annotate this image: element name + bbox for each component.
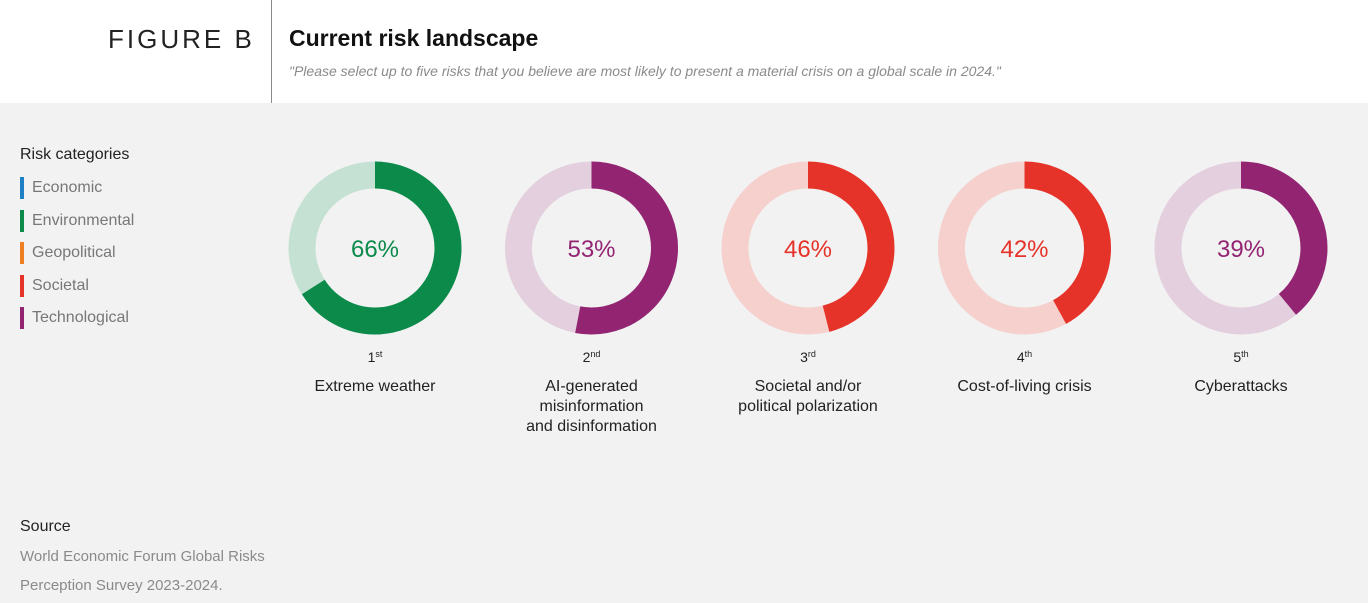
legend-item-economic: Economic bbox=[20, 172, 134, 205]
risk-label-line: Extreme weather bbox=[315, 378, 437, 395]
risk-label-line: Cyberattacks bbox=[1194, 378, 1287, 395]
risk-label-line: and disinformation bbox=[526, 418, 657, 435]
donut-3: 46% 3rd Societal and/or political polarizat… bbox=[721, 161, 895, 415]
donut-value-arc bbox=[721, 161, 895, 335]
legend: Risk categories Economic Environmental Geo… bbox=[20, 146, 134, 335]
legend-swatch bbox=[20, 307, 24, 330]
rank-suffix: th bbox=[1025, 349, 1033, 359]
rank-label: 3rd bbox=[800, 349, 816, 365]
risk-label-line: Societal and/or bbox=[755, 378, 862, 395]
legend-swatch bbox=[20, 274, 24, 297]
source-text: World Economic Forum Global Risks Percep… bbox=[20, 548, 265, 594]
chart-subtitle: "Please select up to five risks that you… bbox=[289, 63, 1001, 79]
donut-value-arc bbox=[288, 161, 462, 335]
rank-suffix: nd bbox=[590, 349, 600, 359]
rank-number: 3 bbox=[800, 349, 808, 365]
legend-label: Environmental bbox=[32, 211, 135, 229]
rank-label: 2nd bbox=[583, 349, 601, 365]
source-note: Source World Economic Forum Global Risks… bbox=[20, 518, 330, 600]
rank-number: 2 bbox=[583, 349, 591, 365]
donut-1: 66% 1st Extreme weather bbox=[288, 161, 462, 395]
risk-label-line: misinformation bbox=[539, 398, 643, 415]
risk-label-line: Cost-of-living crisis bbox=[957, 378, 1091, 395]
donut-percent-label: 39% bbox=[1217, 236, 1265, 263]
donut-percent-label: 42% bbox=[1000, 236, 1048, 263]
rank-label: 5th bbox=[1233, 349, 1248, 365]
legend-items: Economic Environmental Geopolitical Societa… bbox=[20, 172, 134, 335]
rank-suffix: st bbox=[375, 349, 383, 359]
donut-value-arc bbox=[938, 161, 1111, 335]
rank-label: 4th bbox=[1017, 349, 1032, 365]
donut-value-arc bbox=[1154, 161, 1328, 335]
source-title: Source bbox=[20, 518, 71, 535]
donut-value-arc bbox=[505, 161, 678, 335]
legend-item-technological: Technological bbox=[20, 302, 134, 335]
donut-percent-label: 66% bbox=[351, 236, 399, 263]
legend-title: Risk categories bbox=[20, 146, 130, 163]
legend-label: Economic bbox=[32, 179, 103, 197]
rank-number: 5 bbox=[1233, 349, 1241, 365]
donut-5: 39% 5th Cyberattacks bbox=[1154, 161, 1328, 395]
risk-label-line: AI-generated bbox=[545, 378, 638, 395]
legend-item-environmental: Environmental bbox=[20, 205, 134, 238]
donut-percent-label: 46% bbox=[784, 236, 832, 263]
rank-suffix: th bbox=[1241, 349, 1249, 359]
rank-number: 1 bbox=[368, 349, 376, 365]
donut-percent-label: 53% bbox=[567, 236, 615, 263]
legend-swatch bbox=[20, 209, 24, 232]
risk-label-line: political polarization bbox=[738, 398, 878, 415]
donut-chart: 66% 1st Extreme weather 53% 2nd AI-generated m… bbox=[288, 161, 1328, 435]
legend-swatch bbox=[20, 177, 24, 200]
rank-number: 4 bbox=[1017, 349, 1025, 365]
header-divider bbox=[271, 0, 272, 103]
legend-label: Geopolitical bbox=[32, 244, 116, 262]
legend-item-geopolitical: Geopolitical bbox=[20, 237, 134, 270]
legend-item-societal: Societal bbox=[20, 270, 134, 303]
legend-label: Technological bbox=[32, 309, 129, 327]
chart-title: Current risk landscape bbox=[289, 25, 539, 51]
rank-label: 1st bbox=[368, 349, 383, 365]
donut-4: 42% 4th Cost-of-living crisis bbox=[938, 161, 1111, 395]
figure-header: FIGURE B Current risk landscape "Please … bbox=[0, 0, 1368, 103]
figure-label: FIGURE B bbox=[108, 24, 255, 54]
donut-2: 53% 2nd AI-generated misinformation and disi… bbox=[505, 161, 678, 435]
legend-swatch bbox=[20, 242, 24, 265]
rank-suffix: rd bbox=[808, 349, 816, 359]
legend-label: Societal bbox=[32, 276, 89, 294]
